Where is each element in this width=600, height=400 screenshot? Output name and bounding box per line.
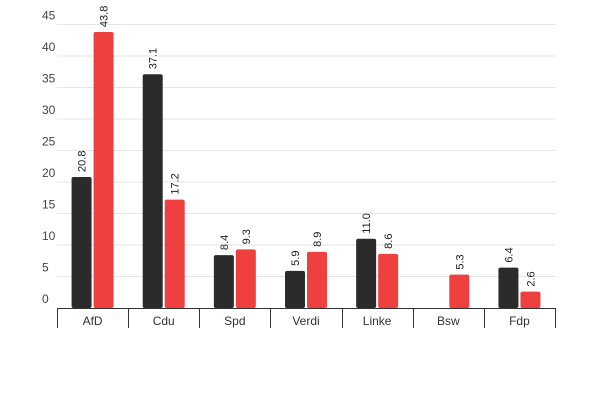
bars bbox=[71, 32, 541, 309]
y-tick-label: 40 bbox=[42, 40, 56, 54]
bar-cdu-series-1 bbox=[142, 74, 163, 309]
x-axis-categories: AfD Cdu Spd Verdi Linke Bsw Fdp bbox=[83, 314, 531, 328]
gridlines bbox=[57, 24, 555, 277]
x-category-label: Cdu bbox=[153, 314, 175, 328]
bar-linke-series-1 bbox=[356, 238, 377, 308]
value-label: 5.9 bbox=[290, 251, 302, 266]
value-labels: 20.8 43.8 37.1 17.2 8.4 9.3 5.9 8.9 11.0 8.6 5.3 6.… bbox=[77, 6, 538, 287]
x-category-label: Fdp bbox=[509, 314, 530, 328]
x-category-label: Linke bbox=[363, 314, 392, 328]
y-tick-label: 15 bbox=[42, 198, 56, 212]
value-label: 8.6 bbox=[383, 234, 395, 249]
value-label: 37.1 bbox=[148, 48, 160, 69]
bar-fdp-series-2 bbox=[520, 291, 541, 308]
y-tick-label: 25 bbox=[42, 135, 56, 149]
value-label: 20.8 bbox=[77, 151, 89, 172]
value-label: 6.4 bbox=[503, 247, 515, 262]
y-tick-label: 5 bbox=[42, 261, 49, 275]
y-axis-ticks: 0 5 10 15 20 25 30 35 40 45 bbox=[42, 9, 56, 307]
bar-verdi-series-2 bbox=[307, 251, 327, 308]
value-label: 5.3 bbox=[454, 254, 466, 269]
bar-spd-series-2 bbox=[235, 249, 256, 308]
x-category-label: Verdi bbox=[292, 314, 319, 328]
y-tick-label: 35 bbox=[42, 72, 56, 86]
value-label: 9.3 bbox=[241, 229, 253, 244]
y-tick-label: 10 bbox=[42, 229, 56, 243]
x-category-label: Spd bbox=[224, 314, 245, 328]
value-label: 2.6 bbox=[525, 271, 537, 286]
y-tick-label: 20 bbox=[42, 166, 56, 180]
bar-cdu-series-2 bbox=[164, 199, 185, 308]
x-category-label: Bsw bbox=[437, 314, 460, 328]
bar-bsw-series-2 bbox=[449, 274, 470, 308]
value-label: 17.2 bbox=[170, 173, 182, 194]
y-tick-label: 0 bbox=[42, 292, 49, 306]
bar-fdp-series-1 bbox=[498, 267, 519, 308]
bar-verdi-series-1 bbox=[285, 270, 305, 308]
y-tick-label: 30 bbox=[42, 103, 56, 117]
value-label: 43.8 bbox=[99, 6, 111, 27]
value-label: 8.4 bbox=[219, 235, 231, 250]
x-category-label: AfD bbox=[83, 314, 103, 328]
value-label: 11.0 bbox=[361, 213, 373, 234]
bar-afd-series-2 bbox=[93, 32, 114, 309]
y-tick-label: 45 bbox=[42, 9, 56, 23]
x-axis bbox=[57, 308, 556, 328]
bar-afd-series-1 bbox=[71, 176, 92, 308]
value-label: 8.9 bbox=[312, 232, 324, 247]
bar-spd-series-1 bbox=[213, 255, 234, 308]
bar-linke-series-2 bbox=[378, 253, 399, 308]
